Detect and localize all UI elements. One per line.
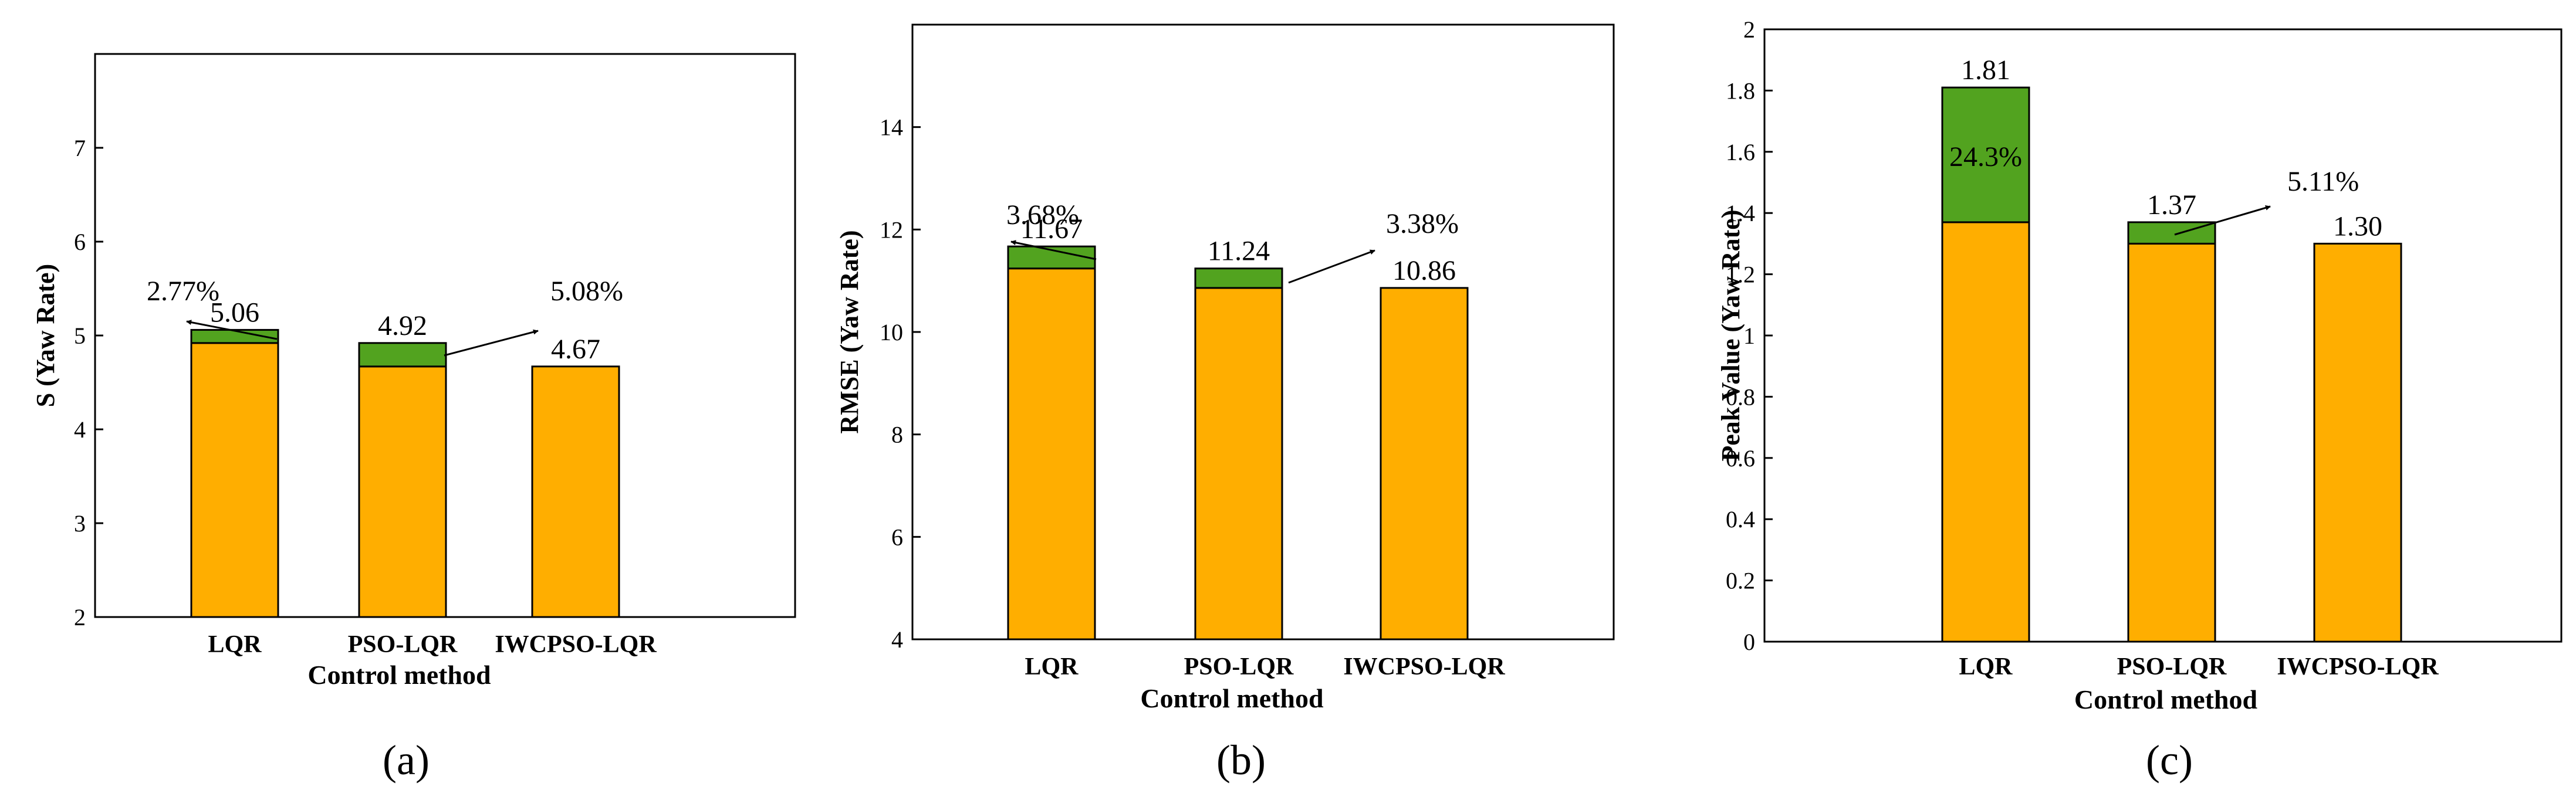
x-axis-label: Control method bbox=[307, 660, 491, 690]
y-tick-label: 2 bbox=[1743, 16, 1755, 43]
y-tick-label: 1.4 bbox=[1726, 200, 1755, 226]
bar-difference bbox=[2127, 221, 2216, 245]
x-tick-label: IWCPSO-LQR bbox=[2277, 653, 2439, 680]
x-tick-label: LQR bbox=[208, 631, 262, 658]
bar-base bbox=[1941, 221, 2030, 643]
y-axis-label: S (Yaw Rate) bbox=[31, 264, 60, 407]
data-label: 11.24 bbox=[1208, 236, 1270, 267]
bar-difference bbox=[1194, 267, 1283, 289]
improvement-arrow bbox=[1288, 249, 1375, 284]
bar-base bbox=[358, 365, 447, 618]
x-tick-label: IWCPSO-LQR bbox=[495, 631, 657, 658]
x-tick-label: PSO-LQR bbox=[1184, 653, 1294, 680]
y-tick-label: 1 bbox=[1743, 323, 1755, 349]
improvement-percentage: 5.08% bbox=[550, 276, 623, 307]
x-tick-label: IWCPSO-LQR bbox=[1343, 653, 1505, 680]
y-tick-label: 0.8 bbox=[1726, 384, 1755, 410]
data-label: 5.06 bbox=[210, 297, 259, 328]
y-tick-label: 8 bbox=[891, 422, 903, 448]
y-tick-label: 2 bbox=[74, 604, 86, 631]
improvement-percentage: 24.3% bbox=[1949, 141, 2022, 172]
improvement-percentage: 5.11% bbox=[2287, 166, 2359, 197]
x-axis-label: Control method bbox=[2074, 684, 2258, 714]
data-label: 1.30 bbox=[2333, 211, 2382, 242]
y-tick-label: 14 bbox=[880, 114, 903, 141]
panel-label: (c) bbox=[2146, 737, 2193, 784]
improvement-arrow bbox=[444, 329, 539, 357]
y-tick-label: 0.2 bbox=[1726, 568, 1755, 594]
y-tick-label: 1.2 bbox=[1726, 262, 1755, 288]
y-tick-label: 0.6 bbox=[1726, 445, 1755, 472]
bar-difference bbox=[190, 328, 279, 344]
data-label: 1.37 bbox=[2147, 189, 2196, 221]
x-tick-label: PSO-LQR bbox=[348, 631, 458, 658]
y-axis-label: Peak Value (Yaw Rate) bbox=[1716, 210, 1745, 462]
data-label: 1.81 bbox=[1961, 55, 2010, 86]
panel-label: (b) bbox=[1216, 737, 1266, 784]
improvement-percentage: 3.68% bbox=[1006, 199, 1079, 231]
bar-base bbox=[1007, 267, 1096, 640]
y-axis-label: RMSE (Yaw Rate) bbox=[835, 230, 864, 433]
y-tick-label: 3 bbox=[74, 510, 86, 537]
bar-base bbox=[1380, 287, 1469, 640]
y-tick-label: 0 bbox=[1743, 629, 1755, 655]
panel-label: (a) bbox=[383, 737, 430, 784]
data-label: 4.67 bbox=[551, 334, 600, 365]
bar-base bbox=[2313, 242, 2402, 643]
improvement-arrow bbox=[186, 320, 278, 340]
y-tick-label: 6 bbox=[891, 524, 903, 550]
y-tick-label: 10 bbox=[880, 319, 903, 345]
bar-base bbox=[1194, 287, 1283, 640]
bar-difference bbox=[1941, 86, 2030, 223]
improvement-percentage: 2.77% bbox=[147, 276, 219, 307]
improvement-arrow bbox=[1010, 240, 1097, 260]
y-tick-label: 1.6 bbox=[1726, 139, 1755, 165]
y-tick-label: 4 bbox=[74, 416, 86, 443]
data-label: 11.67 bbox=[1020, 213, 1083, 245]
y-tick-label: 6 bbox=[74, 229, 86, 255]
bar-base bbox=[2127, 242, 2216, 643]
bar-base bbox=[531, 365, 620, 618]
bar-difference bbox=[358, 342, 447, 368]
x-tick-label: PSO-LQR bbox=[2117, 653, 2227, 680]
x-axis-label: Control method bbox=[1140, 683, 1324, 713]
bar-base bbox=[190, 342, 279, 618]
y-tick-label: 5 bbox=[74, 323, 86, 349]
y-tick-label: 12 bbox=[880, 216, 903, 243]
x-tick-label: LQR bbox=[1025, 653, 1079, 680]
improvement-percentage: 3.38% bbox=[1386, 208, 1459, 239]
data-label: 4.92 bbox=[378, 310, 427, 341]
y-tick-label: 1.8 bbox=[1726, 77, 1755, 104]
data-label: 10.86 bbox=[1392, 255, 1456, 286]
y-tick-label: 7 bbox=[74, 135, 86, 161]
y-tick-label: 0.4 bbox=[1726, 506, 1755, 533]
x-tick-label: LQR bbox=[1959, 653, 2013, 680]
y-tick-label: 4 bbox=[891, 626, 903, 653]
improvement-arrow bbox=[2174, 205, 2271, 236]
